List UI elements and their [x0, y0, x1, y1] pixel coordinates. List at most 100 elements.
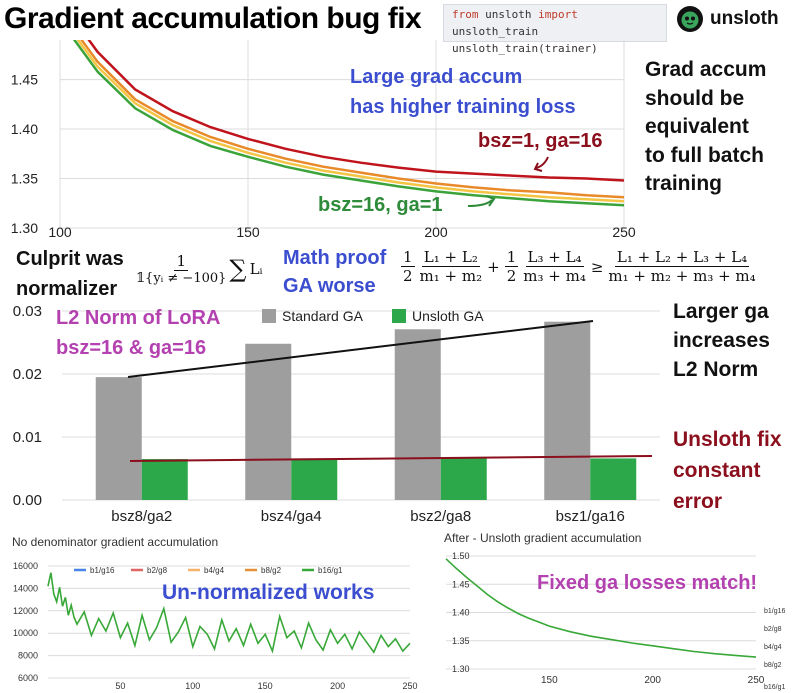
equiv-line-4: to full batch: [645, 143, 764, 167]
normalizer-fraction: 1 𝟙{yᵢ ≠ −100}: [136, 252, 226, 286]
br-legend-label: b1/g16: [764, 608, 786, 615]
bar-y-tick-label: 0.03: [13, 303, 42, 320]
br-legend-label: b2/g8: [764, 626, 782, 633]
x-tick-label: 100: [48, 224, 72, 240]
bl-y-tick-label: 10000: [13, 628, 38, 638]
normalizer-numerator: 1: [174, 252, 188, 271]
x-tick-label: 200: [424, 224, 448, 240]
legend-swatch-0: [262, 309, 276, 323]
m1234-den: m₁ + m₂ + m₃ + m₄: [608, 267, 756, 285]
half-num-1: 1: [401, 248, 415, 267]
bsz16-label: bsz=16, ga=1: [318, 194, 443, 216]
bl-x-tick-label: 250: [402, 681, 417, 691]
geq-sign: ≥: [590, 257, 604, 276]
bl-y-tick-label: 12000: [13, 606, 38, 616]
standard-ga-trend-line: [127, 320, 594, 378]
large-ga-line-1: Large grad accum: [350, 66, 523, 88]
bl-legend-label: b16/g1: [318, 566, 343, 575]
legend-label-1: Unsloth GA: [412, 308, 484, 324]
loss-chart: 1.30 1.35 1.40 1.45 100 150 200 250: [11, 40, 636, 240]
sum-term: Lᵢ: [249, 260, 263, 278]
x-tick-label: 150: [236, 224, 260, 240]
m12-den: m₁ + m₂: [419, 267, 483, 285]
unsloth-ga-bar: [440, 458, 487, 500]
l2-norm-note: L2 Norm of LoRA bsz=16 & ga=16: [56, 303, 220, 363]
fraction-l12: L₁ + L₂ m₁ + m₂: [420, 248, 483, 285]
bsz1-label: bsz=1, ga=16: [478, 130, 603, 152]
bl-legend-label: b2/g8: [147, 566, 168, 575]
l2-norm-bar-chart: 0.00 0.01 0.02 0.03 bsz8/ga2 bsz4/ga4 bsz2/ga…: [13, 303, 660, 525]
page-title: Gradient accumulation bug fix: [4, 2, 422, 35]
larger-ga-line-3: L2 Norm: [673, 358, 759, 381]
bl-legend-label: b4/g4: [204, 566, 225, 575]
bl-y-tick-label: 14000: [13, 583, 38, 593]
br-y-tick-label: 1.35: [452, 636, 470, 646]
br-legend-label: b16/g1: [764, 684, 786, 691]
bar-category-label: bsz4/ga4: [261, 508, 322, 525]
code-line-2: unsloth_train(trainer): [452, 42, 598, 55]
br-y-tick-label: 1.50: [452, 551, 470, 561]
bar-category-label: bsz8/ga2: [111, 508, 172, 525]
standard-ga-bar: [394, 329, 441, 500]
unsloth-ga-bar: [590, 458, 637, 500]
unsloth-fix-note: Unsloth fix constant error: [673, 424, 782, 517]
legend-label-0: Standard GA: [282, 308, 364, 324]
no-denominator-chart: 6000 8000 10000 12000 14000 16000 50 100 150 200…: [13, 561, 418, 691]
m34-den: m₃ + m₄: [523, 267, 586, 285]
br-x-tick-label: 200: [644, 675, 661, 686]
l34-num: L₃ + L₄: [525, 248, 584, 267]
y-tick-label: 1.45: [11, 72, 38, 88]
equiv-line-1: Grad accum: [645, 58, 767, 81]
unsloth-ga-bar: [141, 459, 188, 500]
fraction-l1234: L₁ + L₂ + L₃ + L₄ m₁ + m₂ + m₃ + m₄: [608, 248, 755, 285]
bl-y-tick-label: 6000: [18, 673, 38, 683]
bl-legend-label: b1/g16: [90, 566, 115, 575]
br-y-tick-label: 1.45: [452, 579, 470, 589]
br-legend-label: b8/g2: [764, 662, 782, 669]
bl-legend-label: b8/g2: [261, 566, 282, 575]
fix-line-3: error: [673, 490, 723, 513]
normalizer-formula: 1 𝟙{yᵢ ≠ −100} ∑ Lᵢ: [136, 252, 263, 286]
bl-x-tick-label: 150: [258, 681, 273, 691]
standard-ga-bar: [544, 321, 591, 500]
math-proof-note: Math proof GA worse: [283, 244, 386, 300]
y-tick-label: 1.35: [11, 171, 38, 187]
code-keyword-import: import: [538, 8, 578, 21]
br-y-tick-label: 1.30: [452, 664, 470, 674]
bar-category-label: bsz1/ga16: [556, 508, 625, 525]
large-ga-note: Large grad accum has higher training los…: [350, 62, 576, 122]
bar-y-tick-label: 0.02: [13, 366, 42, 383]
loss-series-line-0: [87, 40, 624, 182]
br-x-tick-label: 250: [748, 675, 765, 686]
loss-series-line-2: [76, 40, 624, 203]
standard-ga-bar: [245, 343, 292, 500]
code-keyword-from: from: [452, 8, 479, 21]
x-tick-label: 250: [612, 224, 636, 240]
culprit-line-1: Culprit was: [16, 248, 124, 270]
l2-line-2: bsz=16 & ga=16: [56, 337, 207, 359]
code-import-name: unsloth_train: [452, 25, 539, 38]
unsloth-ga-trend-line: [129, 455, 653, 462]
unsloth-logo: unsloth: [676, 5, 779, 33]
legend-swatch-1: [392, 309, 406, 323]
br-x-tick-label: 150: [541, 675, 558, 686]
bar-category-label: bsz2/ga8: [410, 508, 471, 525]
unnormalized-note: Un-normalized works: [162, 581, 375, 604]
math-proof-line-1: Math proof: [283, 247, 387, 269]
bl-x-tick-label: 50: [115, 681, 125, 691]
loss-series-line-3: [72, 40, 624, 207]
half-den-2: 2: [506, 267, 517, 285]
larger-ga-note: Larger ga increases L2 Norm: [673, 297, 770, 384]
bsz16-arrow-head: [485, 195, 496, 207]
after-unsloth-chart: 1.30 1.35 1.40 1.45 1.50 150 200 250 b1/g16 b2/…: [445, 551, 786, 691]
sum-symbol: ∑: [229, 255, 247, 283]
equivalence-note: Grad accum should be equivalent to full …: [645, 56, 766, 199]
normalizer-denominator: 𝟙{yᵢ ≠ −100}: [136, 271, 227, 286]
no-denominator-title: No denominator gradient accumulation: [12, 535, 219, 549]
bl-y-tick-label: 16000: [13, 561, 38, 571]
equiv-line-3: equivalent: [645, 115, 749, 138]
half-num-2: 1: [504, 248, 519, 267]
after-unsloth-title: After - Unsloth gradient accumulation: [444, 531, 642, 545]
